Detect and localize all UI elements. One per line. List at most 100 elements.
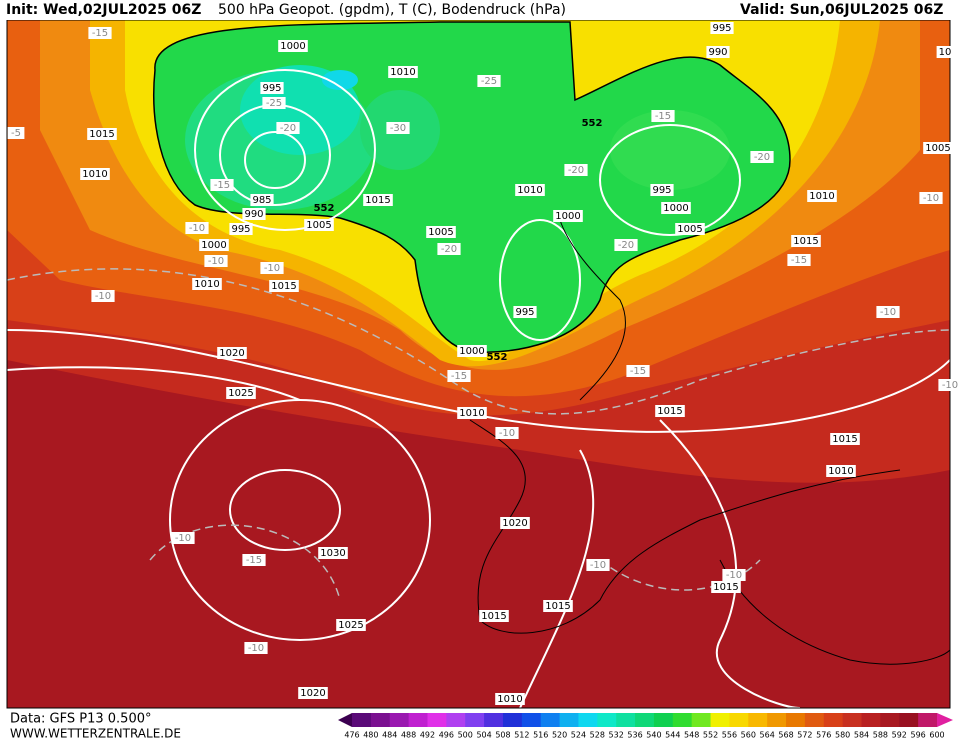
temperature-label-box (586, 559, 610, 571)
temperature-label: -20 (441, 244, 457, 255)
colorbar-label: 552 (703, 731, 718, 740)
temperature-label: -10 (923, 193, 939, 204)
isobar-label-box (553, 210, 583, 222)
colorbar-swatch (880, 713, 900, 727)
isobar-label: 1005 (306, 220, 331, 231)
isobar-label: 1005 (677, 224, 702, 235)
temperature-label: -10 (248, 643, 264, 654)
isobar-label: 1020 (502, 518, 527, 529)
temperature-label-box (244, 642, 268, 654)
isobar-label: 1010 (497, 694, 522, 705)
colorbar-swatch (408, 713, 428, 727)
temperature-label-box (210, 179, 234, 191)
colorbar-label: 500 (458, 731, 473, 740)
isobar-label-box (706, 46, 730, 58)
colorbar-label: 600 (929, 731, 944, 740)
temperature-label-box (91, 290, 115, 302)
colorbar-swatch (597, 713, 617, 727)
isobar-label-box (650, 184, 674, 196)
temperature-label: -10 (208, 256, 224, 267)
temperature-label-box (651, 110, 675, 122)
colorbar-label: 516 (533, 731, 548, 740)
isobar-label-box (479, 610, 509, 622)
temperature-label-box (204, 255, 228, 267)
isobar-label-box (807, 190, 837, 202)
colorbar-swatch (370, 713, 391, 727)
colorbar-label: 584 (854, 731, 869, 740)
isobar-label-box (260, 82, 284, 94)
isobar-label-box (426, 226, 456, 238)
isobar-label-box (304, 219, 334, 231)
isobar-label-box (318, 547, 348, 559)
isobar-label: 1000 (280, 41, 305, 52)
colorbar-label: 560 (741, 731, 756, 740)
isobar-label: 995 (231, 224, 250, 235)
colorbar-label: 540 (646, 731, 661, 740)
colorbar-label: 508 (495, 731, 510, 740)
isobar-label-box (826, 465, 856, 477)
isobar-label-box (226, 387, 256, 399)
colorbar-label: 480 (363, 731, 378, 740)
colorbar-swatch (559, 713, 579, 727)
colorbar-label: 564 (760, 731, 775, 740)
isobar-label: 1030 (320, 548, 345, 559)
data-source: Data: GFS P13 0.500° (10, 712, 152, 727)
colorbar-label: 596 (910, 731, 925, 740)
temperature-label: -10 (189, 223, 205, 234)
colorbar-label: 576 (816, 731, 831, 740)
temperature-label-box (919, 192, 943, 204)
colorbar-arrow (338, 713, 352, 727)
colorbar-swatch (710, 713, 730, 727)
colorbar-swatch (446, 713, 466, 727)
isobar-label: 1015 (713, 582, 738, 593)
colorbar-swatch (729, 713, 749, 727)
colorbar-arrow (937, 713, 953, 727)
isobar-label-box (278, 40, 308, 52)
isobar-label-box (87, 128, 117, 140)
temperature-label-box (88, 27, 112, 39)
colorbar-swatch (823, 713, 844, 727)
colorbar-label: 580 (835, 731, 850, 740)
isobar-label: 990 (708, 47, 727, 58)
temperature-label: -10 (590, 560, 606, 571)
isobar-label: 985 (252, 195, 271, 206)
colorbar-swatch (918, 713, 938, 727)
temperature-label-box (477, 75, 501, 87)
colorbar-label: 568 (778, 731, 793, 740)
temperature-label-box (564, 164, 588, 176)
colorbar-label: 528 (590, 731, 605, 740)
temperature-label: -10 (942, 380, 958, 391)
isobar-label: 1000 (663, 203, 688, 214)
isobar-label: 1010 (459, 408, 484, 419)
isobar-label: 995 (262, 83, 281, 94)
colorbar-swatch (767, 713, 787, 727)
isobar-label: 1015 (545, 601, 570, 612)
isobar-label-box (675, 223, 705, 235)
temperature-label: -10 (95, 291, 111, 302)
temperature-label: -30 (390, 123, 406, 134)
temperature-label-box (171, 532, 195, 544)
isobar-label-box (250, 194, 274, 206)
map-title: 500 hPa Geopot. (gpdm), T (C), Bodendruc… (218, 2, 566, 18)
colorbar-label: 556 (722, 731, 737, 740)
init-time: Init: Wed,02JUL2025 06Z (6, 2, 201, 18)
temperature-label-box (750, 151, 774, 163)
isobar-label-box (269, 280, 299, 292)
colorbar-label: 524 (571, 731, 586, 740)
temperature-label-box (495, 427, 519, 439)
temperature-label: -10 (264, 263, 280, 274)
isobar-label: 1015 (481, 611, 506, 622)
isobar-label: 1015 (89, 129, 114, 140)
temperature-label: -25 (481, 76, 497, 87)
colorbar-swatch (691, 713, 712, 727)
isobar-label-box (199, 239, 229, 251)
colorbar-swatch (502, 713, 523, 727)
isobar-label-box (457, 345, 487, 357)
colorbar-label: 536 (627, 731, 642, 740)
temperature-label-box (626, 365, 650, 377)
colorbar-label: 572 (797, 731, 812, 740)
height-label: 552 (314, 203, 335, 214)
map-field (7, 20, 950, 708)
